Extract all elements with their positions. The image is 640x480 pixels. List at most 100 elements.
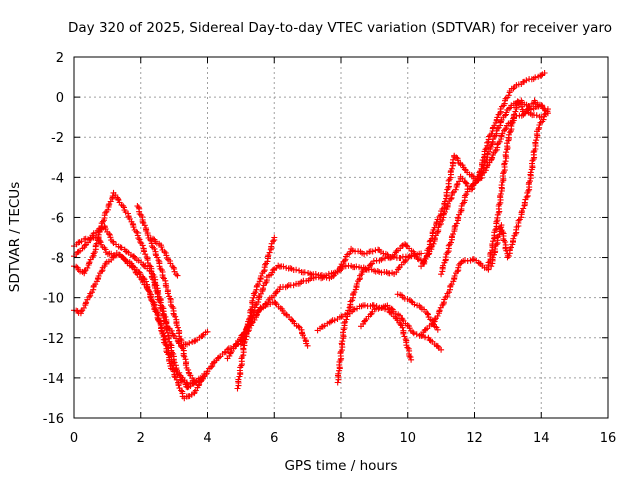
data-point [139,242,146,249]
data-point [235,376,242,383]
data-point [438,346,445,353]
series-track-3 [71,250,208,402]
data-point [455,157,461,164]
data-point [158,244,165,251]
data-point [269,267,276,274]
data-point [426,238,433,245]
data-point [459,200,466,207]
series-track-13 [358,302,445,353]
data-point [504,254,511,261]
data-point [498,182,505,189]
data-point [404,344,411,351]
data-point [490,238,496,245]
data-point [448,165,455,172]
data-point [107,234,114,241]
data-point [157,304,164,311]
y-tick-label: -12 [43,332,64,347]
data-point [248,320,255,327]
data-point [165,351,172,358]
data-point [418,250,425,257]
data-point [454,268,461,275]
series-track-12 [314,302,415,363]
data-point [340,326,347,333]
data-point [428,321,435,328]
data-point [406,352,413,359]
data-point [520,205,527,212]
data-point [293,266,300,273]
data-point [509,118,516,125]
data-point [487,251,494,258]
data-point [197,374,204,381]
x-tick-label: 2 [137,431,145,446]
data-point [221,349,228,356]
data-point [204,328,211,335]
data-point [431,235,438,242]
data-point [174,272,181,279]
data-point [175,382,182,389]
data-point [414,255,421,262]
data-point [424,310,431,317]
data-point [248,306,255,313]
data-point [497,191,504,197]
data-point [342,263,349,270]
data-point [87,235,94,242]
data-layer [71,70,551,402]
data-point [156,318,163,325]
data-point [109,195,116,202]
data-point [92,249,98,255]
data-point [80,305,87,311]
data-point [399,324,406,331]
data-point [463,191,470,198]
data-point [110,253,117,260]
data-point [163,283,170,290]
data-point [163,327,170,334]
data-point [182,362,189,369]
data-point [445,200,451,207]
data-point [174,324,181,331]
data-point [86,294,92,301]
data-point [171,359,178,366]
data-point [262,261,268,268]
x-tick-label: 10 [399,431,416,446]
data-point [455,264,462,271]
y-tick-label: 2 [56,51,64,66]
data-point [346,304,353,311]
data-point [406,325,413,332]
data-point [130,224,137,231]
data-point [411,301,418,308]
data-point [462,192,469,199]
data-point [445,242,452,249]
data-point [443,189,450,196]
data-point [331,317,338,324]
data-point [503,109,510,116]
data-point [224,346,231,353]
data-point [382,255,388,262]
data-point [154,310,161,317]
data-point [482,167,489,174]
data-point [176,333,183,340]
data-point [95,273,102,279]
data-point [157,265,164,272]
data-point [172,313,179,320]
data-point [96,225,102,232]
data-point [137,239,144,245]
data-point [199,333,206,339]
data-point [502,112,509,119]
data-point [390,254,397,260]
data-point [133,228,140,235]
data-point [403,242,410,249]
data-point [270,238,276,245]
data-point [457,209,464,215]
data-point [343,316,350,323]
data-point [166,360,173,367]
data-point [494,125,501,132]
data-point [361,302,368,309]
data-point [448,239,454,246]
data-point [165,335,172,342]
data-point [428,244,435,251]
data-point [515,217,522,224]
data-point [272,300,279,306]
data-point [484,139,491,146]
data-point [532,74,539,81]
data-point [496,138,503,145]
